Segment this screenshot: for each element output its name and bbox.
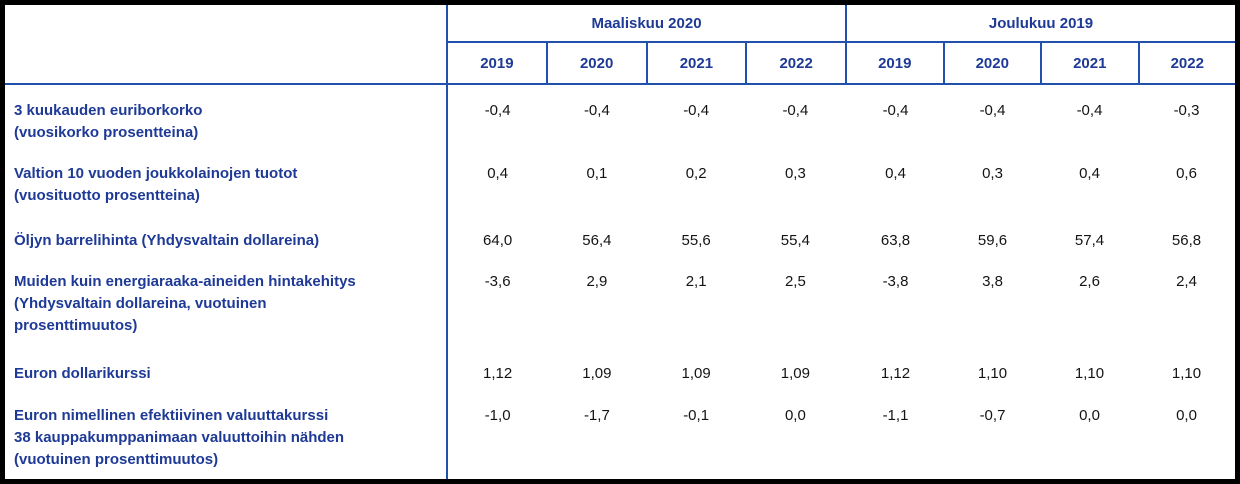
table-row: 3 kuukauden euriborkorko (vuosikorko pro… xyxy=(5,85,1235,148)
value-cell: -1,1 xyxy=(882,407,909,424)
value-cell: -0,7 xyxy=(979,407,1006,424)
corner-cell-2 xyxy=(5,43,448,83)
value-cell: 2,4 xyxy=(1176,273,1197,290)
value-cell: 64,0 xyxy=(483,232,513,249)
corner-cell xyxy=(5,5,448,43)
value-cell: 0,0 xyxy=(784,407,806,424)
value-cell: 2,5 xyxy=(784,273,806,290)
value-cell: 0,4 xyxy=(885,165,906,182)
value-cell: 1,12 xyxy=(483,365,513,382)
value-cell: -0,3 xyxy=(1173,102,1200,119)
value-cell: 0,3 xyxy=(982,165,1003,182)
row-label-euriborkorko: 3 kuukauden euriborkorko (vuosikorko pro… xyxy=(5,85,448,148)
value-cell: -3,8 xyxy=(882,273,909,290)
table-row: Valtion 10 vuoden joukkolainojen tuotot … xyxy=(5,148,1235,215)
column-group-maaliskuu-2020: Maaliskuu 2020 xyxy=(448,5,847,43)
value-cell: 3,8 xyxy=(982,273,1003,290)
value-cell: -3,6 xyxy=(484,273,511,290)
value-cell: -0,4 xyxy=(683,102,710,119)
value-cell: -0,4 xyxy=(979,102,1006,119)
value-cell: 1,10 xyxy=(1074,365,1105,382)
year-header-2022: 2022 xyxy=(1170,54,1204,72)
year-headers: 2019 2020 2021 2022 2019 2020 2021 2022 xyxy=(448,43,1235,83)
value-cell: -0,4 xyxy=(782,102,809,119)
value-cell: 55,6 xyxy=(681,232,711,249)
value-cell: 1,10 xyxy=(1171,365,1202,382)
value-cell: -1,0 xyxy=(484,407,511,424)
year-header-2019: 2019 xyxy=(448,43,548,83)
table-row: Euron dollarikurssi 1,12 1,09 1,09 1,09 … xyxy=(5,348,1235,390)
value-cell: 2,6 xyxy=(1079,273,1100,290)
column-group-header-row: Maaliskuu 2020 Joulukuu 2019 xyxy=(5,5,1235,43)
value-cell: 56,8 xyxy=(1171,232,1202,249)
value-cell: 0,3 xyxy=(784,165,806,182)
value-cell: 1,12 xyxy=(880,365,911,382)
year-header-2019: 2019 xyxy=(847,43,945,83)
value-cell: 56,4 xyxy=(582,232,612,249)
value-cell: 1,09 xyxy=(681,365,711,382)
value-cell: 0,1 xyxy=(586,165,608,182)
value-cell: 1,09 xyxy=(780,365,810,382)
year-header-2020: 2020 xyxy=(945,43,1042,83)
value-cell: 57,4 xyxy=(1074,232,1105,249)
table-row: Öljyn barrelihinta (Yhdysvaltain dollare… xyxy=(5,215,1235,256)
value-cell: -0,4 xyxy=(882,102,909,119)
row-label-euron-dollarikurssi: Euron dollarikurssi xyxy=(5,348,448,390)
year-header-row: 2019 2020 2021 2022 2019 2020 2021 2022 xyxy=(5,43,1235,85)
year-header-2020: 2020 xyxy=(548,43,648,83)
value-cell: 1,09 xyxy=(582,365,612,382)
value-cell: 0,4 xyxy=(1079,165,1100,182)
value-cell: 0,2 xyxy=(685,165,707,182)
value-cell: 2,1 xyxy=(685,273,707,290)
column-group-joulukuu-2019: Joulukuu 2019 xyxy=(847,5,1235,43)
value-cell: -0,4 xyxy=(583,102,610,119)
value-cell: 59,6 xyxy=(977,232,1008,249)
value-cell: 0,0 xyxy=(1079,407,1100,424)
value-cell: -0,4 xyxy=(1076,102,1103,119)
row-label-efektiivinen-valuuttakurssi: Euron nimellinen efektiivinen valuuttaku… xyxy=(5,390,448,479)
row-label-joukkolainat: Valtion 10 vuoden joukkolainojen tuotot … xyxy=(5,148,448,215)
value-cell: 2,9 xyxy=(586,273,608,290)
value-cell: -1,7 xyxy=(583,407,610,424)
value-cell: 0,0 xyxy=(1176,407,1197,424)
row-label-oljyn-barrelihinta: Öljyn barrelihinta (Yhdysvaltain dollare… xyxy=(5,215,448,256)
value-cell: 55,4 xyxy=(780,232,810,249)
table-row: Muiden kuin energiaraaka-aineiden hintak… xyxy=(5,256,1235,348)
value-cell: 0,6 xyxy=(1176,165,1197,182)
value-cell: 63,8 xyxy=(880,232,911,249)
value-cell: -0,4 xyxy=(484,102,511,119)
value-cell: -0,1 xyxy=(683,407,710,424)
value-cell: 1,10 xyxy=(977,365,1008,382)
table-row: Euron nimellinen efektiivinen valuuttaku… xyxy=(5,390,1235,479)
value-cell: 0,4 xyxy=(487,165,509,182)
year-header-2021: 2021 xyxy=(1042,43,1140,83)
year-header-2022: 2022 xyxy=(779,54,813,72)
year-header-2021: 2021 xyxy=(648,43,748,83)
year-group-maaliskuu: 2019 2020 2021 2022 xyxy=(448,43,847,83)
row-label-energiaraaka-aineet: Muiden kuin energiaraaka-aineiden hintak… xyxy=(5,256,448,348)
year-group-joulukuu: 2019 2020 2021 2022 xyxy=(847,43,1235,83)
